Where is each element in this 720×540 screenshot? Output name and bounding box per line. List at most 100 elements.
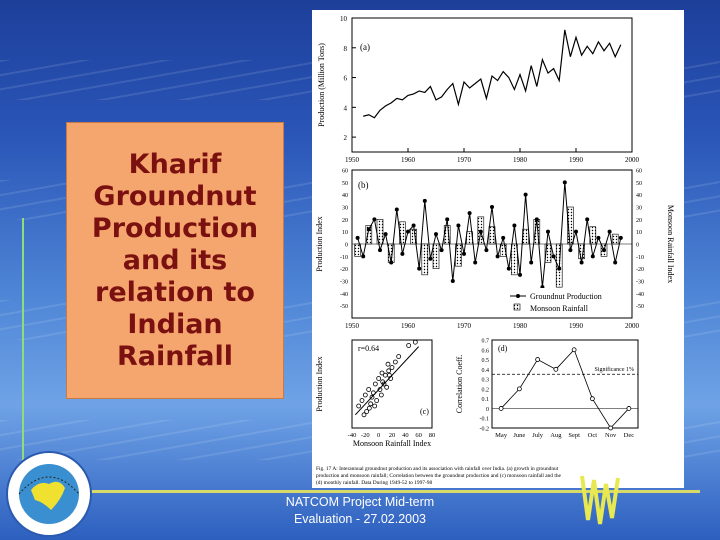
panel-b-production-point (456, 223, 461, 228)
panel-c-scatter-point (386, 368, 392, 374)
panel-c-scatter-point (372, 403, 378, 409)
panel-c-xtick-label: 20 (389, 432, 396, 439)
panel-c-scatter-point (366, 387, 372, 392)
panel-d-xtick-label: Aug (550, 432, 562, 439)
panel-d-xtick-label: Sept (568, 432, 580, 439)
footer-line-1: NATCOM Project Mid-term (285, 495, 435, 509)
panel-b-ytick-label: 60 (342, 169, 348, 175)
panel-c-xtick-label: 80 (429, 432, 436, 439)
panel-c-scatter-point (380, 379, 386, 385)
panel-b-production-point (534, 217, 539, 222)
panel-b-ytick-label: 40 (342, 193, 348, 199)
panel-b-legend-rainfall: Monsoon Rainfall (530, 304, 589, 313)
panel-b-rainfall-bar (354, 243, 361, 257)
panel-a-xtick-label: 1980 (513, 156, 528, 164)
panel-a-production-line (363, 29, 622, 119)
figure-caption-line-1: Fig. 17 A: Interannual groundnut product… (316, 465, 559, 472)
panel-d-correlation-point (589, 396, 595, 402)
panel-b-production-point (439, 248, 444, 253)
panel-b-production-point (490, 205, 494, 209)
panel-b-production-point (383, 232, 388, 237)
panel-b-ytick-label: 10 (342, 230, 348, 236)
panel-c-xtick-label: -20 (361, 432, 370, 439)
panel-d-ytick-label: -0.2 (480, 427, 490, 433)
figure-panel: 2 4 6 8 10 1950 1960 1970 1980 1990 2000 Production… (312, 10, 684, 488)
panel-b-label: (b) (358, 180, 369, 190)
panel-c-xtick-label: -40 (348, 432, 357, 439)
panel-d-ylabel: Correlation Coeff. (455, 355, 464, 414)
panel-d-ytick-label: 0.1 (482, 397, 490, 403)
slide-title-box: Kharif Groundnut Production and its rela… (66, 122, 284, 399)
panel-d-correlation-point (535, 357, 541, 362)
panel-d-correlation-point (516, 386, 522, 392)
panel-b-production-point (411, 223, 416, 228)
panel-b-xtick-label: 1980 (513, 322, 528, 330)
panel-b-production-point (618, 235, 623, 240)
panel-c-scatter-point (364, 409, 370, 414)
panel-b-production-point (467, 211, 472, 216)
panel-b-production-point (473, 260, 478, 265)
panel-c-scatter-point (376, 376, 382, 381)
panel-b-legend-production: Groundnut Production (530, 292, 602, 301)
panel-b-legend-point (516, 294, 520, 298)
panel-a-ytick-label: 4 (344, 104, 348, 112)
panel-c-scatter-point (379, 370, 385, 376)
panel-b-ytick-label: 0 (345, 243, 348, 249)
panel-c-scatter-point (396, 354, 402, 359)
panel-d-xtick-label: Nov (605, 432, 617, 439)
panel-a-frame (351, 17, 633, 153)
panel-d-correlation-point (571, 347, 577, 353)
panel-c-scatter-point (366, 405, 372, 411)
panel-b-production-point (366, 227, 371, 232)
panel-b-ylabel: Production Index (315, 216, 324, 271)
panel-a-xtick-label: 1970 (457, 156, 472, 164)
panel-c-scatter-point (369, 394, 375, 400)
panel-b-production-point (406, 229, 410, 234)
panel-d-xtick-label: May (495, 432, 508, 439)
panel-b-production-point (551, 254, 556, 259)
panel-c-scatter-point (356, 403, 362, 409)
panel-b-production-point (585, 217, 590, 222)
panel-b-rainfall-bar (365, 225, 373, 245)
panel-b-production-line (357, 182, 622, 288)
panel-b-production-point (596, 235, 601, 240)
panel-c-ylabel: Production Index (315, 356, 324, 411)
panel-c-scatter-point (385, 361, 391, 367)
panel-b-production-point (428, 256, 433, 261)
panel-a-ylabel: Production (Million Tons) (317, 43, 326, 127)
panel-b-y2tick-label: -30 (636, 280, 644, 286)
panel-d-ytick-label: 0.2 (482, 387, 490, 393)
panel-d-ytick-label: 0.4 (482, 368, 490, 374)
panel-b-xtick-label: 1990 (569, 322, 584, 330)
panel-a-xtick-label: 2000 (625, 156, 640, 164)
panel-c-label: (c) (420, 407, 429, 416)
panel-b-production-point (400, 251, 405, 256)
panel-b-y2tick-label: -20 (636, 267, 644, 273)
panel-a-label: (a) (360, 42, 370, 52)
panel-c-xtick-label: 0 (377, 432, 380, 439)
footer: NATCOM Project Mid-term Evaluation - 27.… (265, 494, 455, 528)
panel-b-y2tick-label: 0 (636, 243, 639, 249)
panel-b-production-point (546, 229, 550, 234)
panel-b-y2tick-label: 20 (636, 218, 642, 224)
panel-b-production-point (518, 272, 522, 277)
panel-a-xtick-label: 1990 (569, 156, 584, 164)
panel-a-xtick-label: 1950 (345, 156, 360, 164)
panel-b-production-point (574, 229, 578, 234)
panel-b-production-point (355, 235, 360, 240)
panel-b-y2tick-label: 60 (636, 169, 642, 175)
panel-d-correlation-point (608, 425, 614, 431)
panel-d-correlation-point (626, 406, 632, 411)
panel-b-production-point (602, 248, 606, 253)
panel-b-production-point (495, 254, 500, 259)
panel-b-production-point (512, 223, 517, 228)
panel-b-legend-bar (513, 303, 521, 311)
panel-b-ytick-label: -30 (340, 280, 348, 286)
natcom-logo-icon (6, 451, 92, 537)
panel-b-rainfall-bar (421, 243, 429, 276)
panel-c-regression-line (354, 346, 420, 416)
panel-b-production-point (450, 279, 455, 283)
panel-c-scatter-point (382, 372, 388, 378)
panel-b-rainfall-bar (432, 243, 440, 269)
